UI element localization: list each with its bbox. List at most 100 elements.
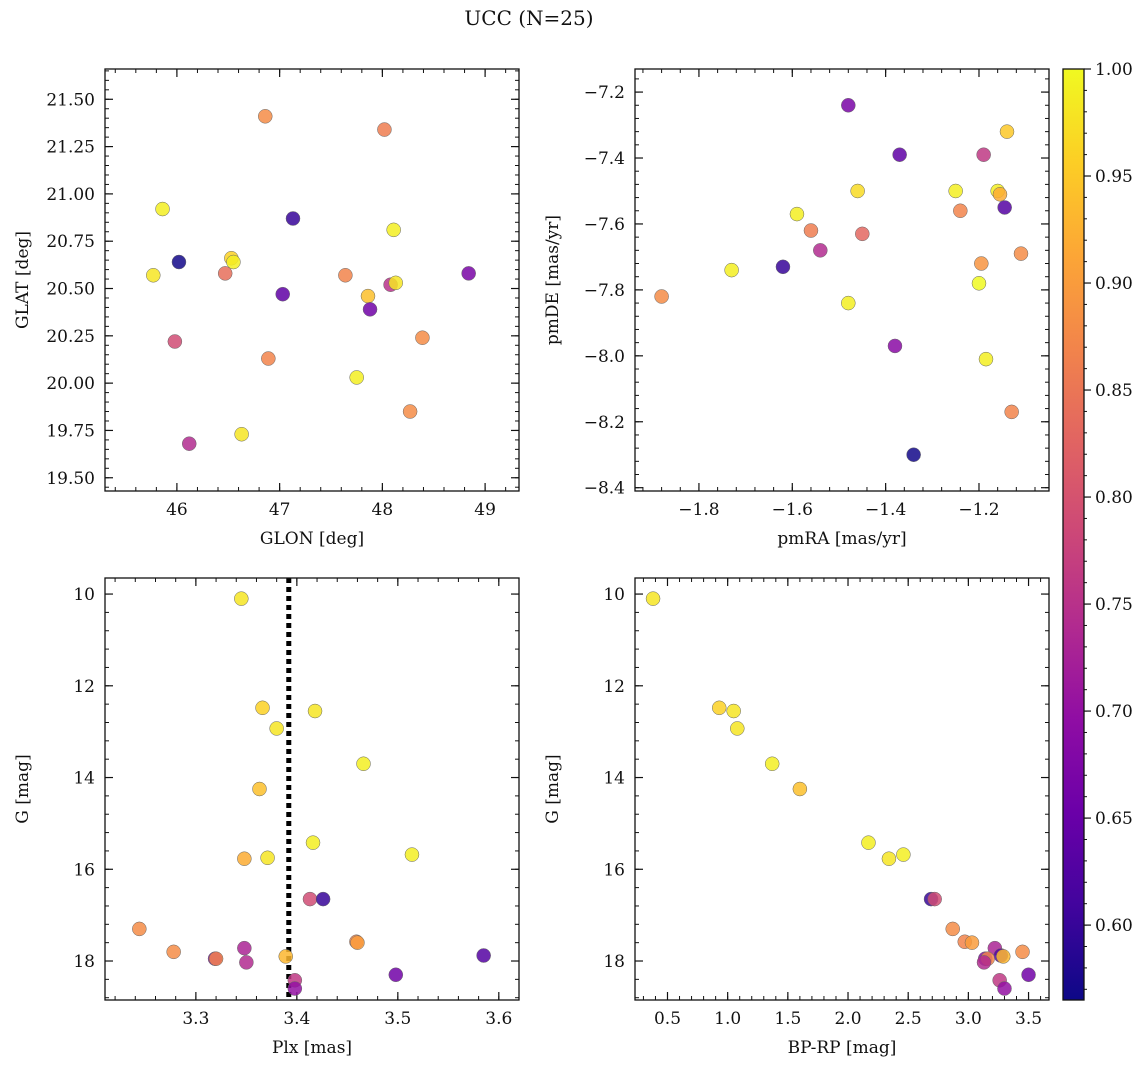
scatter-point: [999, 124, 1015, 139]
x-tick-label: 3.5: [1015, 1009, 1042, 1029]
scatter-point: [146, 268, 161, 283]
panel-2: −1.8 −1.6 −1.4 −1.2 −8.4 −8.2 −8.0 −7.8 −7.6 −7.4…: [543, 68, 1050, 549]
scatter-point: [360, 288, 376, 304]
scatter-point: [945, 921, 960, 937]
y-tick-label: −7.8: [584, 281, 625, 301]
y-tick-label: 18: [73, 952, 95, 972]
colorbar-tick-label: 0.90: [1095, 274, 1133, 294]
scatter-point: [971, 276, 987, 291]
x-tick-label: 46: [166, 500, 188, 520]
y-tick-label: 20.75: [46, 232, 95, 252]
scatter-point: [461, 266, 476, 281]
colorbar-tick-label: 0.60: [1095, 916, 1133, 936]
y-tick-label: 20.00: [46, 374, 95, 394]
scatter-point: [258, 109, 273, 124]
x-tick-label: −1.6: [772, 500, 813, 520]
colorbar-tick-label: 0.85: [1095, 381, 1133, 401]
y-tick-label: 16: [73, 860, 95, 880]
axes-frame: [634, 577, 1050, 1001]
axes-frame: [104, 577, 520, 1001]
scatter-point: [997, 981, 1012, 996]
scatter-point: [217, 266, 233, 281]
scatter-point: [171, 254, 187, 270]
scatter-point: [476, 948, 491, 963]
scatter-point: [711, 700, 727, 716]
colorbar-tick-label: 0.70: [1095, 702, 1133, 722]
scatter-point: [356, 756, 371, 772]
x-tick-label: 3.0: [955, 1009, 982, 1029]
y-tick-label: −7.2: [584, 83, 625, 103]
colorbar-tick-label: 1.00: [1095, 60, 1133, 80]
scatter-point: [260, 850, 275, 866]
scatter-point: [167, 334, 183, 349]
y-tick-label: 14: [73, 769, 95, 789]
scatter-point: [841, 295, 856, 311]
scatter-point: [927, 891, 942, 907]
scatter-point: [226, 254, 241, 270]
y-tick-label: 20.50: [46, 280, 95, 300]
y-tick-label: 10: [603, 585, 625, 605]
scatter-point: [992, 187, 1008, 202]
scatter-point: [654, 289, 669, 304]
scatter-point: [307, 703, 323, 719]
scatter-point: [302, 891, 318, 907]
scatter-point: [350, 935, 365, 950]
x-tick-label: 2.0: [834, 1009, 861, 1029]
y-tick-label: 18: [603, 952, 625, 972]
scatter-point: [764, 756, 780, 772]
y-tick-label: 16: [603, 860, 625, 880]
y-axis-label: G [mag]: [543, 754, 563, 823]
scatter-point: [997, 200, 1012, 215]
scatter-point: [261, 351, 276, 366]
y-axis-label: GLAT [deg]: [13, 231, 33, 329]
x-tick-label: 2.5: [895, 1009, 922, 1029]
x-tick-label: 49: [474, 500, 496, 520]
y-tick-label: −8.0: [584, 347, 625, 367]
panel-1: 46 47 48 49 19.50 19.75 20.00 20.25 20.50 20.75 21…: [13, 68, 520, 549]
scatter-point: [726, 703, 741, 719]
y-tick-label: 10: [73, 585, 95, 605]
y-tick-label: 21.00: [46, 185, 95, 205]
scatter-point: [775, 259, 791, 275]
scatter-point: [237, 851, 252, 866]
y-tick-label: 12: [73, 677, 95, 697]
y-tick-label: −7.6: [584, 215, 625, 235]
scatter-point: [645, 591, 661, 606]
scatter-point: [404, 847, 420, 862]
y-tick-label: 20.25: [46, 327, 95, 347]
scatter-point: [896, 847, 911, 862]
scatter-point: [402, 404, 418, 419]
y-tick-label: 14: [603, 769, 625, 789]
scatter-point: [349, 370, 364, 385]
x-tick-label: 1.5: [774, 1009, 801, 1029]
colorbar-tick-label: 0.95: [1095, 167, 1133, 187]
y-tick-label: −8.4: [584, 479, 625, 499]
scatter-point: [892, 147, 907, 162]
scatter-point: [803, 223, 819, 238]
scatter-point: [1015, 944, 1030, 960]
x-tick-label: −1.8: [678, 500, 719, 520]
x-tick-label: 3.4: [283, 1009, 310, 1029]
scatter-point: [181, 436, 197, 451]
scatter-point: [388, 967, 404, 983]
x-tick-label: 47: [269, 500, 291, 520]
scatter-point: [305, 835, 321, 850]
scatter-point: [974, 256, 989, 271]
scatter-point: [287, 981, 303, 996]
y-tick-label: 21.25: [46, 138, 95, 158]
scatter-point: [338, 268, 353, 283]
scatter-point: [388, 275, 403, 291]
x-axis-label: pmRA [mas/yr]: [777, 529, 906, 549]
scatter-point: [237, 940, 252, 956]
x-axis-label: BP-RP [mag]: [788, 1038, 897, 1058]
x-tick-label: 3.5: [384, 1009, 411, 1029]
scatter-point: [234, 591, 249, 606]
scatter-point: [386, 222, 401, 238]
scatter-point: [996, 949, 1011, 964]
scatter-point: [166, 944, 181, 960]
scatter-point: [906, 447, 921, 462]
y-tick-label: 19.50: [46, 469, 95, 489]
x-tick-label: 48: [372, 500, 394, 520]
scatter-point: [976, 147, 991, 162]
